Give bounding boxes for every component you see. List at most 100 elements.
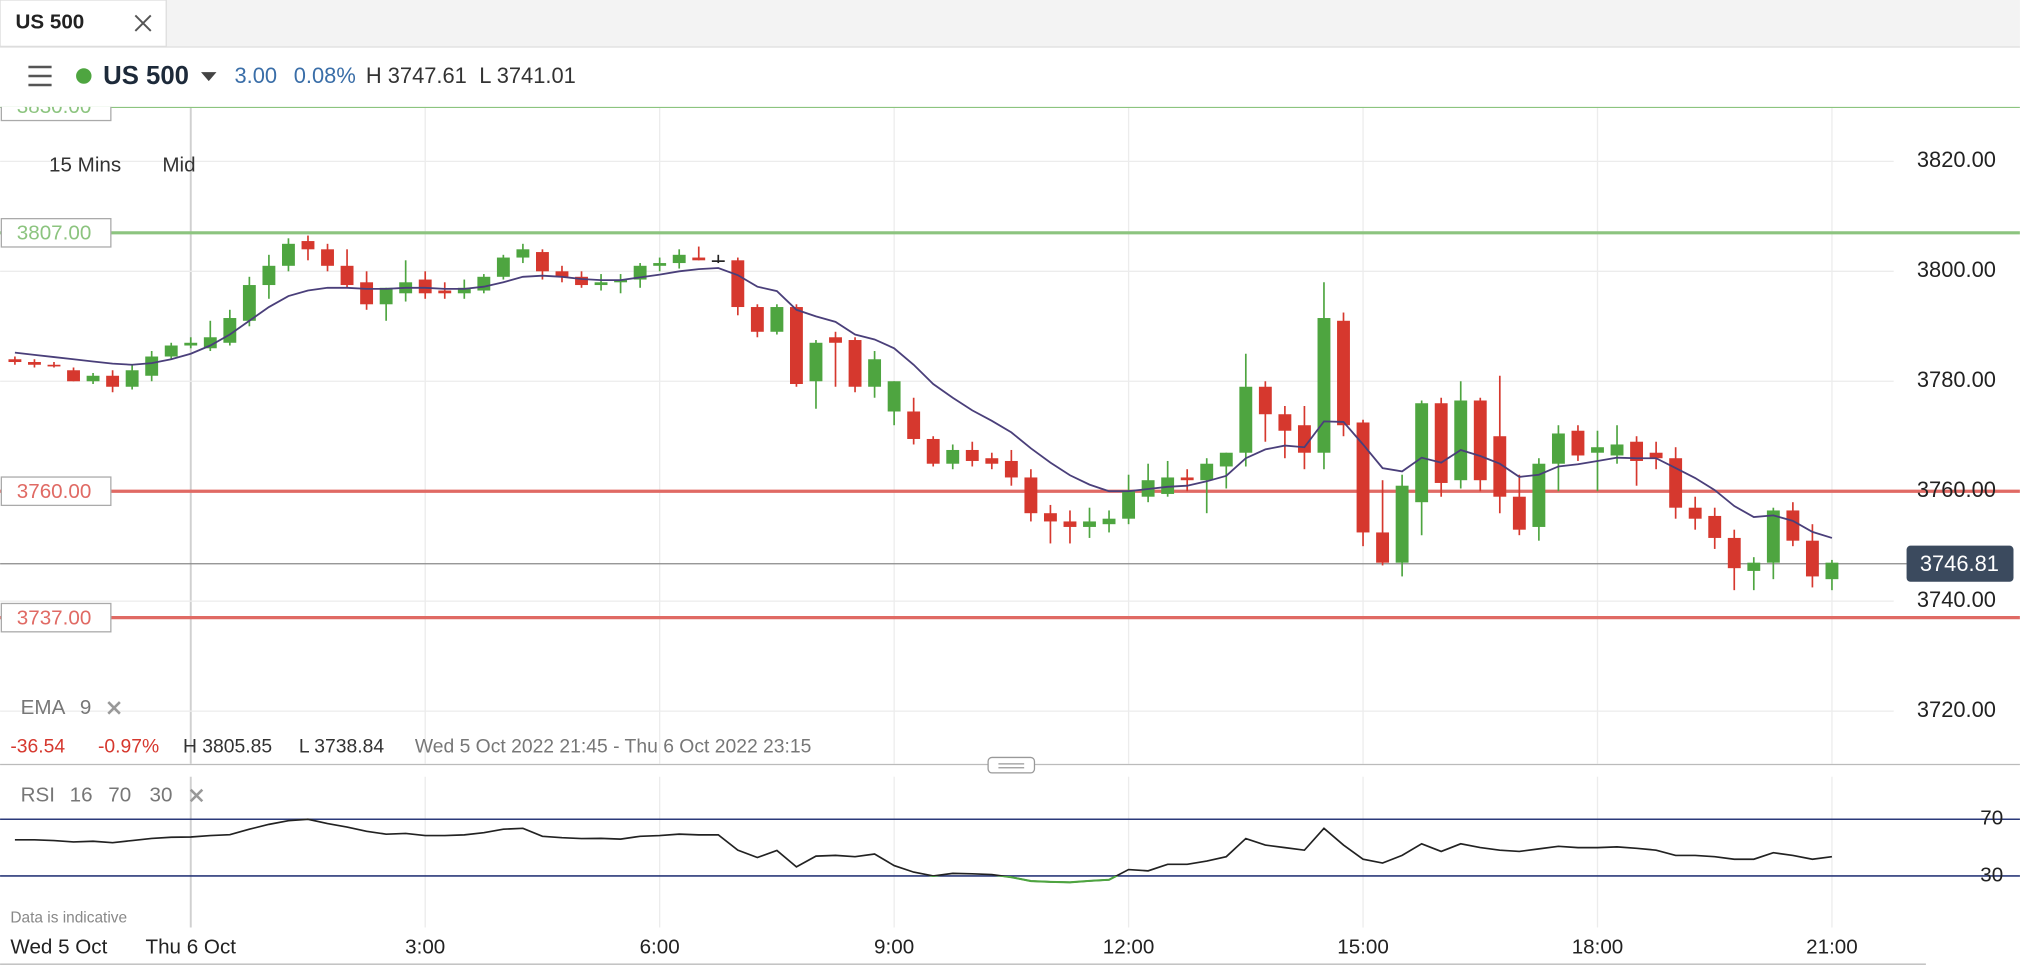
candle-body — [731, 260, 745, 308]
candle-body — [1532, 463, 1546, 527]
candle-body — [516, 249, 530, 258]
candle-body — [496, 257, 510, 277]
candle-body — [594, 282, 608, 286]
candle-body — [477, 276, 491, 291]
x-tick-label: Thu 6 Oct — [146, 936, 237, 959]
candle-body — [1376, 532, 1390, 563]
level-label: 3737.00 — [17, 606, 92, 629]
summary-high: H 3805.85 — [183, 736, 272, 757]
x-tick-label: 3:00 — [405, 936, 445, 959]
candle-body — [750, 307, 764, 332]
level-label-box — [0, 476, 112, 507]
candle-body — [1825, 562, 1839, 580]
candle-body — [1043, 513, 1057, 522]
candle-body — [203, 337, 217, 349]
candle-body — [1551, 433, 1565, 464]
x-tick-label: 18:00 — [1572, 936, 1624, 959]
candle-body — [184, 342, 198, 346]
candle-body — [789, 307, 803, 385]
level-label-box — [0, 106, 112, 122]
summary-change: -36.54 — [10, 736, 65, 757]
rsi-remove[interactable] — [189, 788, 204, 803]
panel-resize-handle[interactable] — [987, 756, 1036, 774]
candle-body — [926, 438, 940, 464]
candle-body — [106, 375, 120, 387]
candle-body — [1004, 460, 1018, 478]
candle-body — [1649, 452, 1663, 459]
market-status — [76, 68, 92, 84]
candle-body — [1493, 436, 1507, 497]
candle-body — [1102, 518, 1116, 525]
candle-body — [8, 359, 22, 363]
candle-body — [555, 271, 569, 277]
candle-body — [536, 252, 549, 272]
summary-change-pct: -0.97% — [98, 736, 159, 757]
interval[interactable]: 15 Mins — [49, 154, 121, 177]
price-panel: 3830.00 3807.00 3760.00 3737.00 3720.00 3740.… — [0, 95, 2020, 764]
candle-body — [1591, 447, 1604, 453]
candle-body — [809, 342, 823, 382]
y-tick-label: 70 — [1980, 807, 2003, 830]
rsi-param: 30 — [149, 784, 172, 807]
symbol[interactable]: US 500 — [103, 62, 189, 90]
level-label-box — [0, 602, 112, 633]
candle-body — [907, 411, 921, 439]
tab-close[interactable] — [134, 14, 152, 32]
candle-body — [692, 257, 706, 261]
candle-body — [1395, 485, 1409, 563]
ema-label: EMA — [21, 696, 66, 719]
candle-body — [848, 340, 862, 387]
y-tick-label: 3800.00 — [1917, 257, 1996, 282]
level-label-box — [0, 218, 112, 248]
y-tick-label: 30 — [1980, 863, 2003, 886]
candle-body — [1454, 400, 1468, 481]
candle-body — [1473, 400, 1487, 481]
candle-body — [1415, 403, 1429, 503]
candle-body — [340, 265, 354, 286]
candle-body — [1434, 403, 1448, 483]
candle-body — [1805, 540, 1819, 577]
candle-body — [1297, 425, 1311, 453]
tab[interactable] — [0, 0, 167, 48]
candle-body — [1083, 521, 1096, 527]
candle-body — [868, 359, 882, 387]
candle-body — [1024, 477, 1038, 514]
candle-body — [1317, 318, 1331, 453]
candle-body — [301, 241, 315, 250]
symbol-dropdown[interactable] — [201, 72, 217, 82]
candle-body — [145, 356, 159, 376]
price-type[interactable]: Mid — [162, 154, 195, 177]
x-tick-label: 15:00 — [1337, 936, 1389, 959]
candle-body — [282, 243, 295, 266]
tab-bar — [0, 0, 2020, 47]
footnote: Data is indicative — [10, 910, 127, 927]
candle-body — [418, 279, 432, 294]
handle-grip — [998, 763, 1025, 769]
candle-body — [1239, 386, 1253, 453]
candle-body — [575, 276, 588, 286]
ema-period: 9 — [80, 696, 91, 719]
candle-body — [770, 307, 784, 332]
candle-body — [67, 370, 80, 382]
x-tick-label: 9:00 — [874, 936, 914, 959]
ema-remove[interactable] — [107, 701, 121, 715]
candle-body — [1747, 562, 1761, 571]
candle-body — [1356, 422, 1370, 533]
candle-body — [985, 458, 999, 464]
x-tick-label: 21:00 — [1806, 936, 1858, 959]
candle-body — [711, 260, 725, 262]
rsi-param: 70 — [108, 784, 131, 807]
level-label: 3807.00 — [17, 222, 92, 245]
candle-body — [1161, 477, 1175, 494]
candle-body — [164, 345, 178, 357]
level-label: 3830.00 — [17, 95, 92, 118]
candle-body — [28, 362, 41, 365]
candle-body — [1337, 320, 1350, 426]
candle-body — [946, 449, 960, 464]
candle-body — [360, 282, 374, 305]
candle-body — [262, 265, 276, 286]
menu-icon[interactable] — [28, 65, 52, 87]
summary-low: L 3738.84 — [299, 736, 384, 757]
candle-body — [1063, 521, 1077, 527]
